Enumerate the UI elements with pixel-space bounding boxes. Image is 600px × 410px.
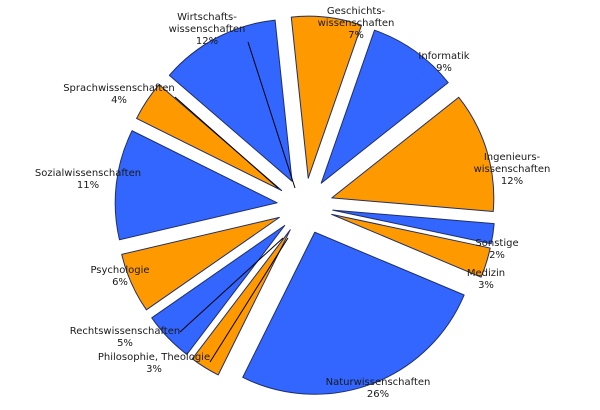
pie-slice-ingenieurs-wissenschaften [331, 96, 495, 212]
slice-label: Sozialwissenschaften 11% [35, 168, 141, 191]
pie-slice-sprachwissenschaften [136, 84, 283, 192]
leader-line [174, 96, 279, 189]
pie-slice-philosophie-theologie [191, 229, 291, 376]
pie-slices [114, 15, 495, 395]
slice-label: Sprachwissenschaften 4% [63, 83, 175, 106]
pie-slice-rechtswissenschaften [151, 224, 286, 355]
slice-label: Philosophie, Theologie 3% [98, 352, 210, 375]
slice-label: Ingenieurs-wissenschaften 12% [474, 152, 551, 187]
slice-label: Rechtswissenschaften 5% [70, 326, 180, 349]
slice-label: Medizin 3% [467, 268, 505, 291]
pie-slice-psychologie [121, 216, 280, 311]
slice-label: Informatik 9% [418, 51, 469, 74]
slice-label: Wirtschafts-wissenschaften 12% [169, 12, 246, 47]
pie-slice-naturwissenschaften [242, 231, 465, 395]
leader-line [179, 237, 284, 333]
pie-slice-geschichts-wissenschaften [290, 15, 362, 179]
pie-slice-wirtschafts-wissenschaften [168, 19, 293, 182]
pie-slice-informatik [320, 29, 449, 184]
slice-label: Naturwissenschaften 26% [326, 377, 431, 400]
slice-label: Psychologie 6% [90, 265, 149, 288]
pie-slice-sozialwissenschaften [114, 130, 278, 241]
slice-label: Geschichts-wissenschaften 7% [318, 6, 395, 41]
leader-line [247, 41, 296, 189]
leader-line [209, 237, 289, 363]
pie-slice-sonstige [332, 209, 495, 245]
slice-labels: Geschichts-wissenschaften 7% Informatik 9% I… [35, 6, 551, 400]
slice-label: Sonstige 2% [475, 238, 518, 261]
pie-slice-medizin [331, 213, 491, 278]
leader-lines [174, 41, 296, 363]
